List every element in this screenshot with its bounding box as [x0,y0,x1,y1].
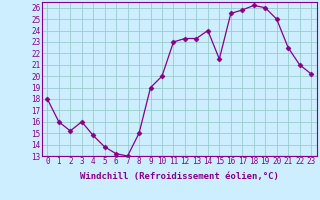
X-axis label: Windchill (Refroidissement éolien,°C): Windchill (Refroidissement éolien,°C) [80,172,279,181]
